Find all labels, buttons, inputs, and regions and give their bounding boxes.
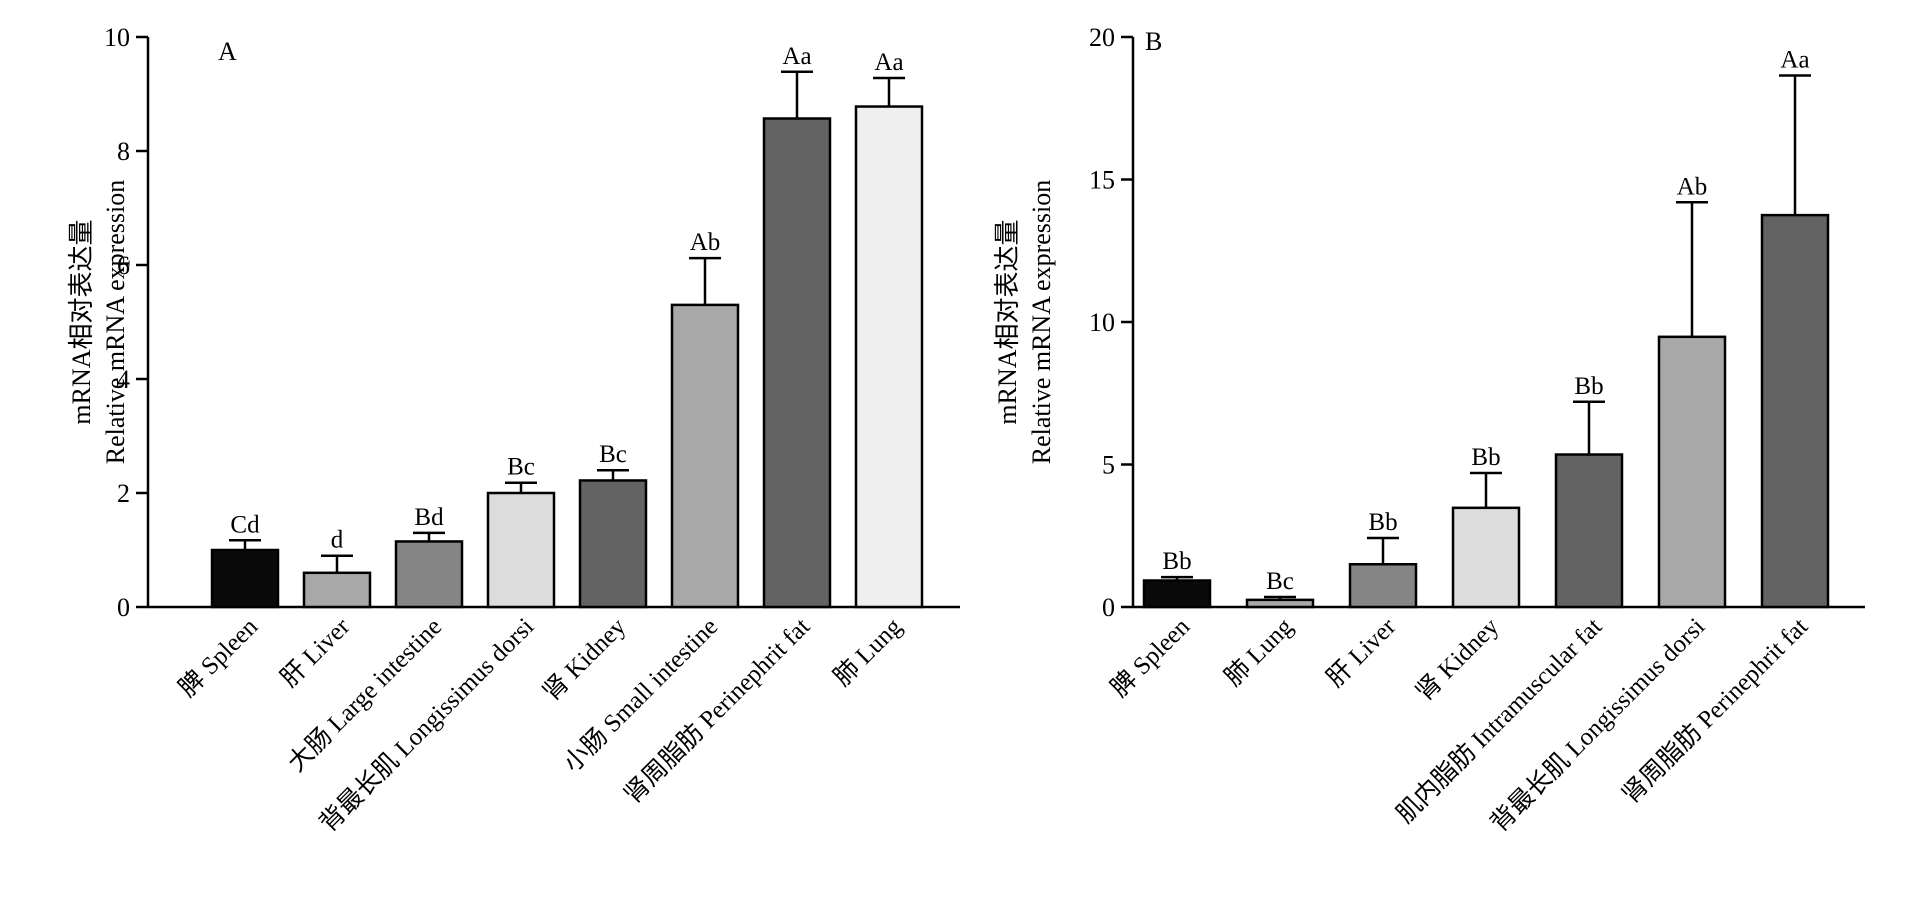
chart-panel-b: 0 5 10 15 20 mRNA相对表达量 Relative mRNA expressio…: [993, 23, 1865, 838]
panel-a-x-tick-label: 大肠 Large intestine: [282, 612, 447, 777]
panel-b-x-tick-label: 肾 Kidney: [1411, 613, 1505, 707]
panel-a-significance-label: Bc: [599, 441, 627, 468]
panel-a-significance-label: Bd: [414, 504, 444, 531]
panel-a-y-axis-label-zh: mRNA相对表达量: [67, 219, 96, 424]
panel-a-significance-label: Ab: [690, 229, 721, 256]
panel-b-significance-label: Bc: [1266, 568, 1294, 595]
panel-a-bar: [210, 548, 280, 609]
panel-b-x-tick-label: 肌内脂肪 Intramuscular fat: [1391, 612, 1607, 828]
panel-a-x-tick-label: 肺 Lung: [829, 613, 908, 692]
panel-b-significance-label: Bb: [1471, 444, 1500, 471]
panel-a-y-tick-label: 6: [117, 251, 130, 280]
panel-b-x-tick-label: 肝 Liver: [1322, 613, 1402, 693]
panel-b-y-tick-label: 10: [1089, 308, 1115, 337]
panel-a-significance-label: d: [331, 527, 344, 554]
panel-b-bar: [1142, 579, 1212, 609]
panel-b-label: B: [1145, 27, 1162, 56]
panel-b-bar: [1760, 213, 1830, 609]
panel-b-x-tick-label: 肺 Lung: [1220, 613, 1299, 692]
panel-a-bar: [394, 540, 464, 609]
panel-b-y-tick-label: 5: [1102, 451, 1115, 480]
chart-panel-a: 0 2 4 6 8 10 mRNA相对表达量 Relative mRNA expression…: [67, 23, 960, 838]
panel-a-x-tick-label: 肾周脂肪 Perinephrit fat: [619, 612, 816, 809]
panel-b-x-tick-label: 肾周脂肪 Perinephrit fat: [1617, 612, 1814, 809]
panel-a-significance-label: Bc: [507, 454, 535, 481]
panel-a-significance-label: Aa: [874, 49, 903, 76]
panel-b-bar: [1451, 506, 1521, 609]
panel-a-bar: [854, 105, 924, 609]
panel-b-bar: [1554, 453, 1624, 609]
panel-a-x-tick-label: 小肠 Small intestine: [558, 612, 723, 777]
panel-a-y-tick-label: 4: [117, 365, 130, 394]
panel-b-x-tick-label: 背最长肌 Longissimus dorsi: [1485, 612, 1710, 837]
panel-b-y-axis-label-zh: mRNA相对表达量: [993, 219, 1022, 424]
panel-a-x-tick-label: 肝 Liver: [276, 613, 356, 693]
panel-a-significance-label: Cd: [230, 511, 260, 538]
panel-a-bar: [486, 491, 556, 609]
panel-a-bar: [670, 303, 740, 609]
panel-b-significance-label: Aa: [1780, 46, 1809, 73]
panel-a-significance-label: Aa: [782, 43, 811, 70]
panel-a-y-tick-label: 2: [117, 479, 130, 508]
panel-a-x-tick-label: 脾 Spleen: [173, 612, 263, 702]
panel-a-y-tick-label: 0: [117, 593, 130, 622]
panel-a-bar: [762, 117, 832, 609]
panel-a-y-axis-label-en: Relative mRNA expression: [101, 180, 130, 465]
panel-b-significance-label: Bb: [1368, 509, 1397, 536]
panel-b-significance-label: Bb: [1162, 548, 1191, 575]
panel-a-y-tick-label: 8: [117, 137, 130, 166]
panel-b-significance-label: Ab: [1677, 173, 1708, 200]
panel-b-y-tick-label: 20: [1089, 23, 1115, 52]
panel-b-y-tick-label: 0: [1102, 593, 1115, 622]
panel-a-label: A: [218, 37, 237, 66]
panel-b-significance-label: Bb: [1574, 373, 1603, 400]
panel-b-y-tick-label: 15: [1089, 166, 1115, 195]
panel-a-bar: [578, 479, 648, 609]
panel-a-x-tick-label: 肾 Kidney: [538, 613, 632, 707]
panel-b-bar: [1657, 335, 1727, 609]
panel-b-bar: [1348, 563, 1418, 609]
panel-a-bar: [302, 571, 372, 609]
panel-b-bar: [1245, 598, 1315, 609]
panel-b-x-tick-label: 脾 Spleen: [1105, 612, 1195, 702]
panel-b-y-axis-label-en: Relative mRNA expression: [1027, 180, 1056, 465]
panel-a-y-tick-label: 10: [104, 23, 130, 52]
